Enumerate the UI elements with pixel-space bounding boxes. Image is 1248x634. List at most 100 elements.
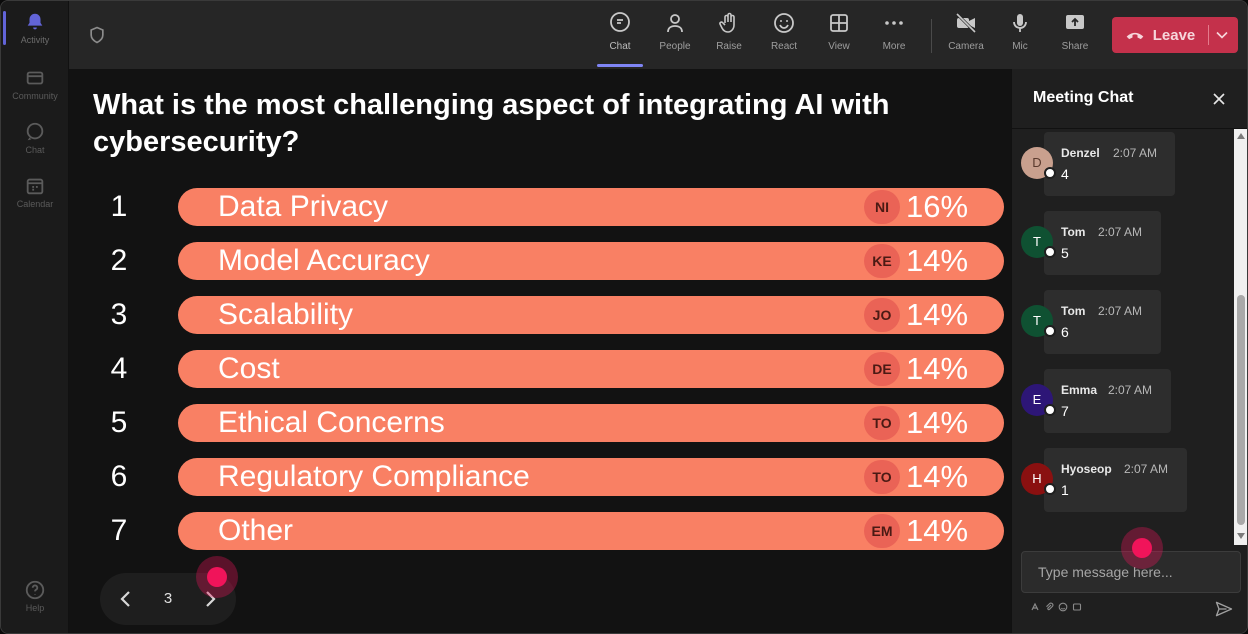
poll-option-row: 5 Ethical Concerns TO 14%	[69, 403, 1011, 443]
community-icon	[26, 71, 44, 85]
gif-icon[interactable]	[1072, 602, 1082, 612]
help-icon	[25, 580, 45, 600]
leave-main[interactable]: Leave	[1112, 17, 1208, 53]
chat-message: Emma 2:07 AM 7 E	[1012, 369, 1234, 433]
leave-button[interactable]: Leave	[1112, 17, 1238, 53]
meeting-toolbar: Chat People Raise React View More Camera	[69, 1, 1247, 69]
option-bar: Data Privacy NI 16%	[178, 188, 1004, 226]
more-icon	[885, 21, 903, 25]
view-label: View	[828, 41, 850, 52]
option-number: 2	[110, 244, 128, 277]
chevron-right-icon[interactable]	[198, 587, 222, 611]
view-button[interactable]: View	[813, 11, 865, 61]
message-bubble: Tom 2:07 AM 6	[1044, 290, 1161, 354]
message-sender: Tom	[1061, 225, 1086, 239]
rail-label: Calendar	[16, 199, 54, 209]
pointer-highlight	[196, 556, 238, 598]
chat-icon	[610, 12, 630, 32]
people-icon	[667, 14, 683, 33]
bell-icon	[27, 13, 43, 30]
chat-message: Tom 2:07 AM 5 T	[1012, 211, 1234, 275]
chat-title: Meeting Chat	[1033, 89, 1134, 106]
scroll-down-arrow[interactable]	[1237, 533, 1245, 539]
camera-button[interactable]: Camera	[940, 11, 992, 61]
message-time: 2:07 AM	[1098, 225, 1143, 239]
rail-item-calendar[interactable]: Calendar	[1, 175, 69, 225]
mic-button[interactable]: Mic	[994, 11, 1046, 61]
format-icon[interactable]	[1030, 602, 1040, 612]
message-text: 1	[1061, 482, 1069, 498]
chat-message: Hyoseop 2:07 AM 1 H	[1012, 448, 1234, 512]
option-label: Model Accuracy	[218, 244, 430, 277]
calendar-icon	[26, 178, 44, 195]
scroll-up-arrow[interactable]	[1237, 133, 1245, 139]
rail-active-indicator	[3, 11, 6, 45]
emoji-icon[interactable]	[1058, 602, 1068, 612]
option-bar: Other EM 14%	[178, 512, 1004, 550]
chat-icon	[26, 122, 44, 141]
message-sender: Denzel	[1061, 146, 1100, 160]
rail-label: Chat	[25, 145, 45, 155]
send-icon[interactable]	[1214, 599, 1234, 619]
raise-hand-button[interactable]: Raise	[703, 11, 755, 61]
chat-button[interactable]: Chat	[594, 11, 646, 61]
mic-icon	[1013, 14, 1027, 32]
message-text: 5	[1061, 245, 1069, 261]
rail-item-community[interactable]: Community	[1, 67, 69, 117]
rail-label: Community	[12, 91, 58, 101]
rail-item-activity[interactable]: Activity	[1, 11, 69, 61]
more-label: More	[882, 41, 906, 52]
scroll-thumb[interactable]	[1237, 295, 1245, 525]
more-button[interactable]: More	[868, 11, 920, 61]
chevron-down-icon[interactable]	[1212, 25, 1232, 45]
share-screen-icon	[1066, 15, 1084, 29]
react-label: React	[770, 41, 798, 52]
hand-icon	[719, 12, 735, 33]
people-button[interactable]: People	[649, 11, 701, 61]
shield-icon[interactable]	[87, 25, 107, 45]
presence-status	[1044, 404, 1056, 416]
voter-avatar: NI	[864, 190, 900, 224]
option-percentage: 14%	[906, 513, 969, 548]
option-percentage: 14%	[906, 405, 969, 440]
toolbar-divider	[931, 19, 932, 53]
option-bar: Ethical Concerns TO 14%	[178, 404, 1004, 442]
message-bubble: Tom 2:07 AM 5	[1044, 211, 1161, 275]
hang-up-icon	[1126, 32, 1144, 40]
option-label: Regulatory Compliance	[218, 460, 530, 493]
option-number: 7	[110, 514, 128, 547]
option-number: 5	[110, 406, 128, 439]
attach-icon[interactable]	[1044, 602, 1054, 612]
mic-label: Mic	[1012, 41, 1028, 52]
option-bar: Scalability JO 14%	[178, 296, 1004, 334]
option-number: 1	[110, 190, 128, 223]
option-percentage: 14%	[906, 243, 969, 278]
chat-label: Chat	[609, 41, 631, 52]
message-bubble: Denzel 2:07 AM 4	[1044, 132, 1175, 196]
voter-avatar: DE	[864, 352, 900, 386]
rail-item-chat[interactable]: Chat	[1, 121, 69, 171]
close-icon[interactable]	[1209, 89, 1229, 109]
message-bubble: Emma 2:07 AM 7	[1044, 369, 1171, 433]
react-button[interactable]: React	[758, 11, 810, 61]
chevron-left-icon[interactable]	[114, 587, 138, 611]
message-sender: Hyoseop	[1061, 462, 1112, 476]
option-bar: Cost DE 14%	[178, 350, 1004, 388]
poll-option-row: 3 Scalability JO 14%	[69, 295, 1011, 335]
rail-item-help[interactable]: Help	[1, 579, 69, 629]
message-time: 2:07 AM	[1108, 383, 1153, 397]
message-sender: Tom	[1061, 304, 1086, 318]
voter-avatar: KE	[864, 244, 900, 278]
option-percentage: 14%	[906, 297, 969, 332]
message-input[interactable]	[1021, 551, 1241, 593]
rail-label: Help	[25, 603, 45, 613]
share-button[interactable]: Share	[1049, 11, 1101, 61]
message-sender: Emma	[1061, 383, 1098, 397]
voter-avatar: JO	[864, 298, 900, 332]
raise-label: Raise	[716, 41, 742, 52]
chat-scrollbar[interactable]	[1234, 129, 1247, 545]
chat-message-list: Denzel 2:07 AM 4 D Tom 2:07 AM 5 T Tom	[1012, 129, 1234, 545]
message-time: 2:07 AM	[1113, 146, 1158, 160]
voter-avatar: TO	[864, 406, 900, 440]
message-text: 4	[1061, 166, 1069, 182]
